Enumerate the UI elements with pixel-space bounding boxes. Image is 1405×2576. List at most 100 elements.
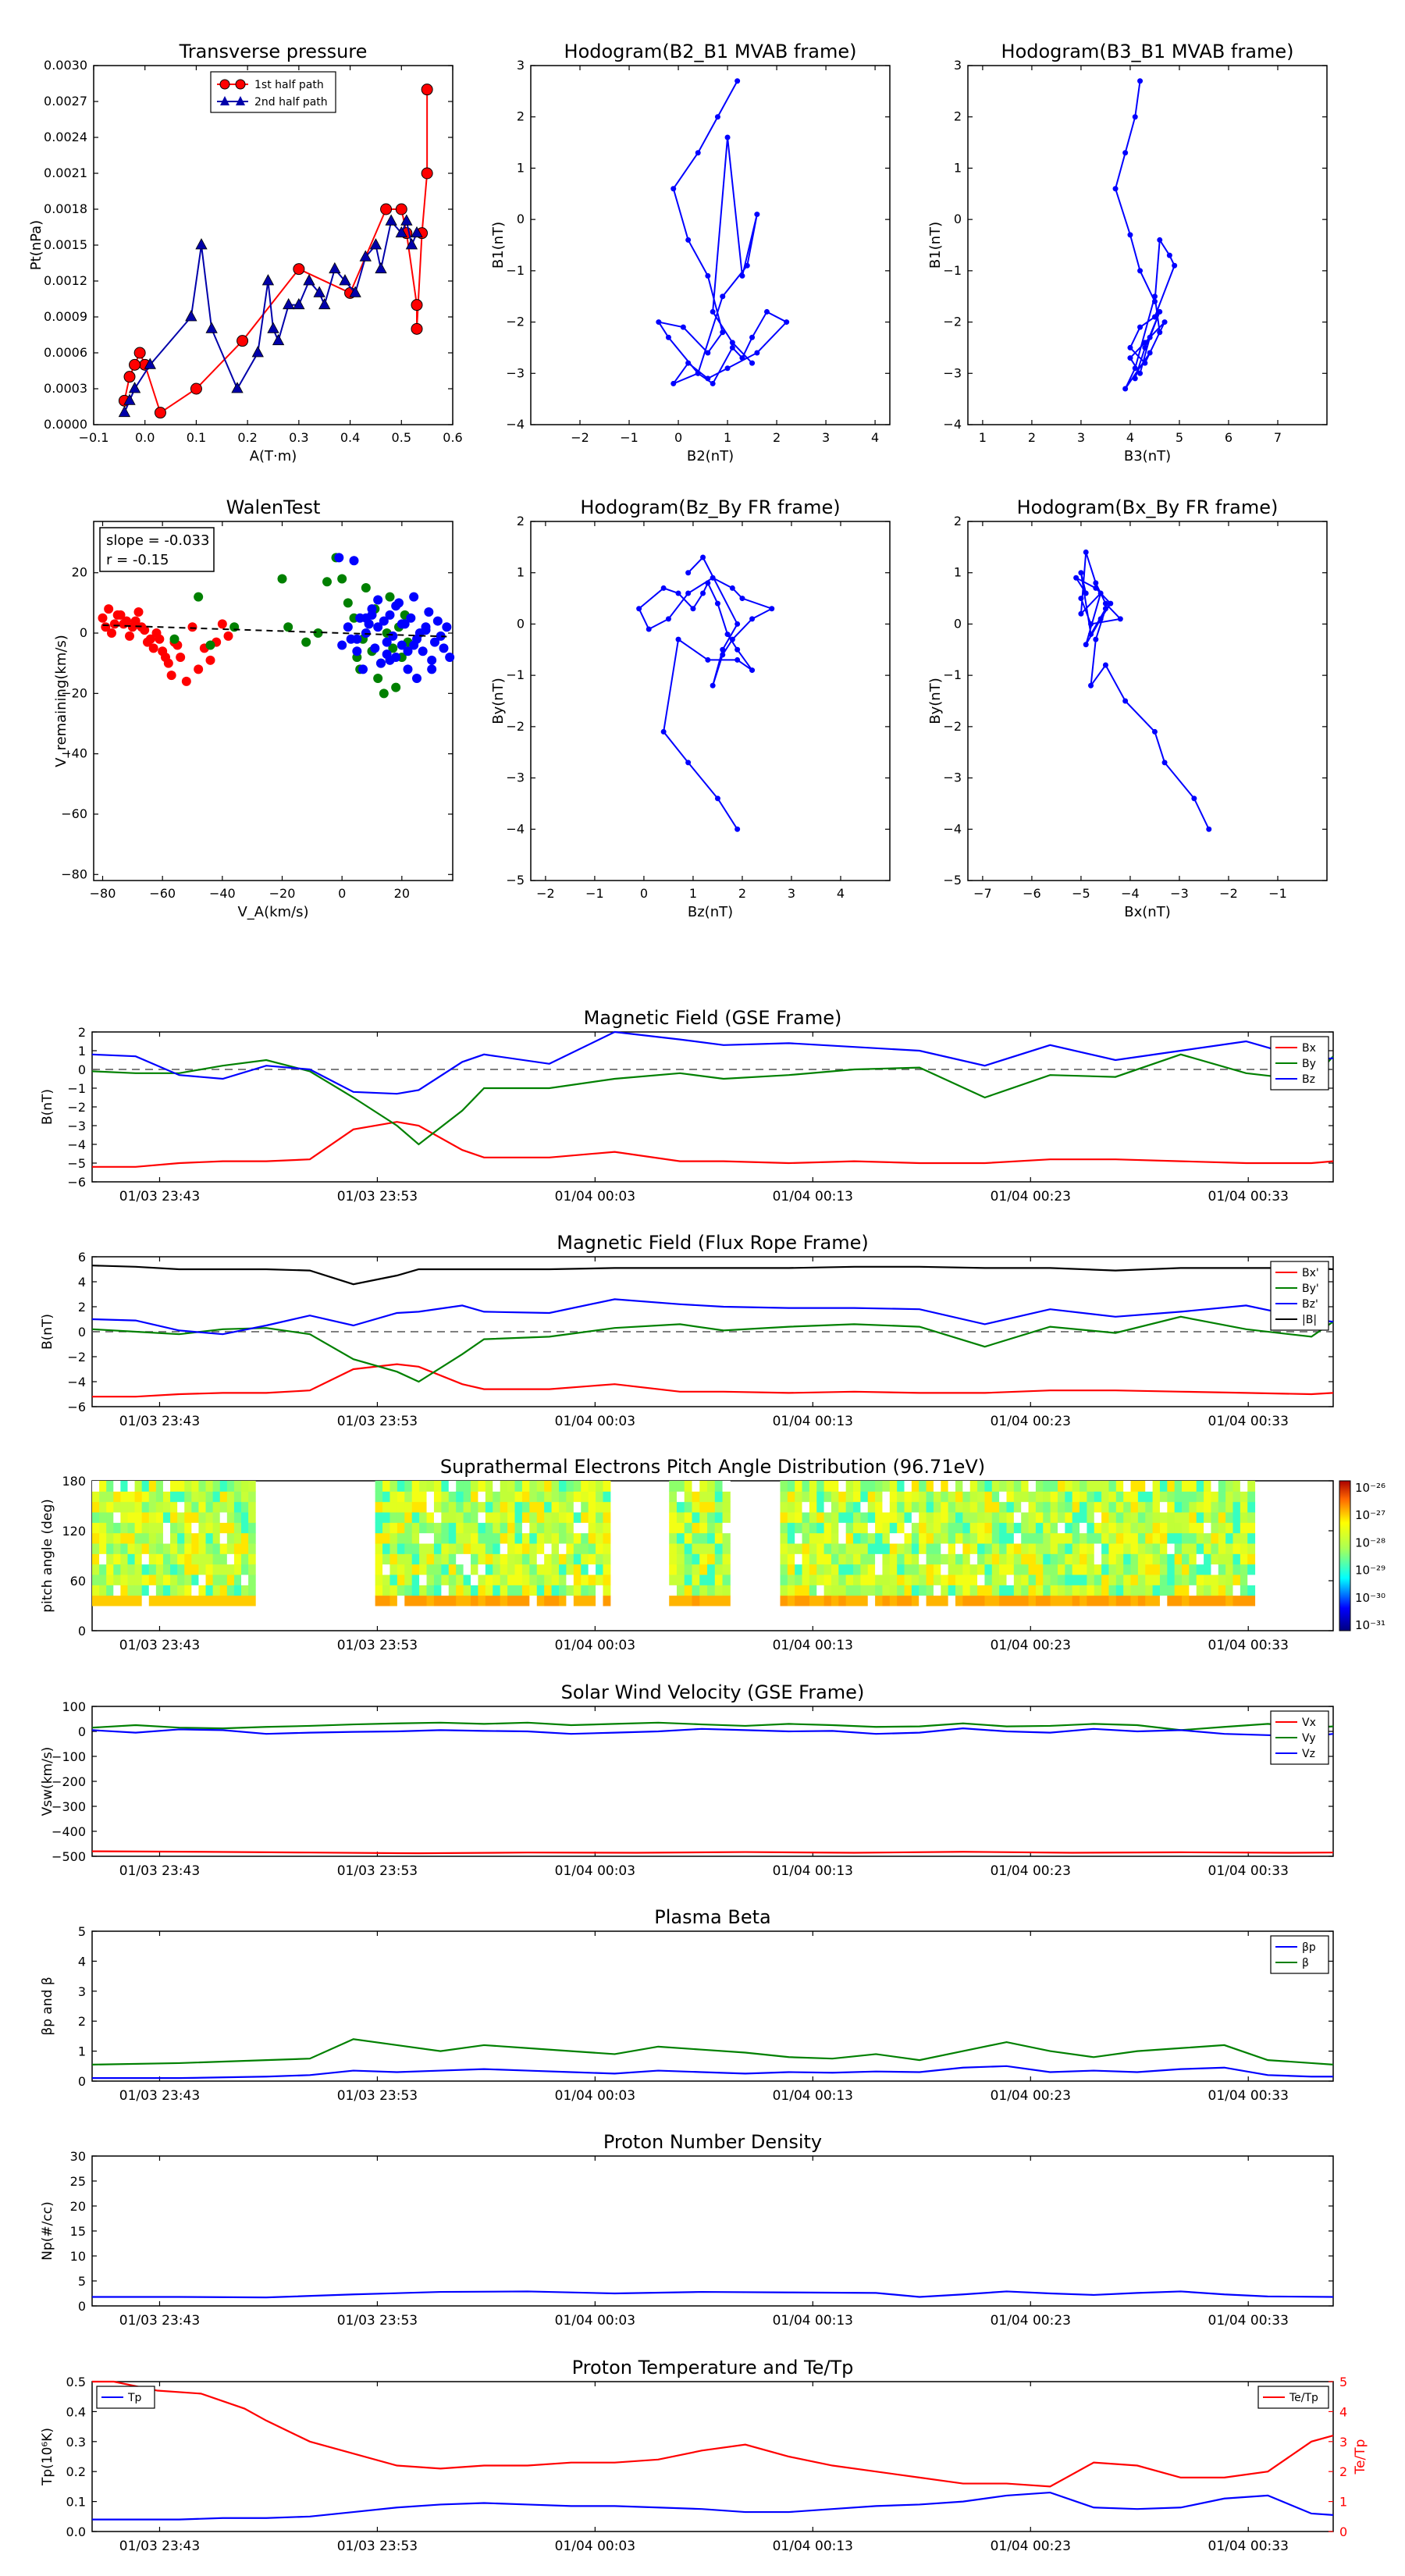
heatmap-cell: [795, 1512, 803, 1523]
hodogram-point: [714, 795, 720, 802]
path1-marker: [123, 371, 136, 383]
hodogram-point: [705, 272, 711, 279]
heatmap-cell: [471, 1512, 478, 1523]
heatmap-cell: [676, 1512, 685, 1523]
y-tick-label: 60: [70, 1574, 86, 1589]
hodogram-point: [1137, 324, 1144, 330]
heatmap-cell: [551, 1553, 560, 1565]
heatmap-cell: [471, 1553, 478, 1565]
colorbar: [1339, 1480, 1351, 1631]
heatmap-cell: [1035, 1564, 1044, 1575]
heatmap-cell: [1050, 1543, 1058, 1554]
series-line-0: [92, 2065, 1333, 2080]
heatmap-cell: [106, 1481, 114, 1492]
heatmap-cell: [1218, 1574, 1226, 1585]
heatmap-cell: [1115, 1585, 1124, 1596]
heatmap-cell: [426, 1553, 435, 1565]
heatmap-cell: [426, 1481, 435, 1492]
heatmap-cell: [456, 1512, 464, 1523]
heatmap-cell: [226, 1532, 235, 1544]
heatmap-cell: [198, 1595, 207, 1606]
y-tick-label: −3: [67, 1119, 86, 1133]
heatmap-cell: [170, 1543, 178, 1554]
heatmap-cell: [948, 1595, 956, 1606]
heatmap-cell: [897, 1501, 905, 1513]
path2-marker: [195, 238, 208, 250]
heatmap-cell: [177, 1564, 185, 1575]
heatmap-cell: [205, 1595, 214, 1606]
heatmap-cell: [1130, 1532, 1139, 1544]
heatmap-cell: [558, 1585, 567, 1596]
heatmap-cell: [1123, 1585, 1132, 1596]
heatmap-cell: [471, 1491, 478, 1503]
heatmap-cell: [1174, 1522, 1183, 1534]
heatmap-cell: [1057, 1491, 1065, 1503]
heatmap-cell: [1130, 1585, 1139, 1596]
heatmap-cell: [722, 1512, 731, 1523]
heatmap-cell: [991, 1564, 1000, 1575]
heatmap-cell: [127, 1564, 136, 1575]
hodogram-point: [710, 380, 716, 386]
heatmap-cell: [676, 1585, 685, 1596]
heatmap-cell: [882, 1532, 891, 1544]
heatmap-cell: [1080, 1595, 1087, 1606]
heatmap-cell: [596, 1532, 603, 1544]
heatmap-cell: [1101, 1564, 1109, 1575]
heatmap-cell: [448, 1481, 457, 1492]
heatmap-cell: [926, 1585, 934, 1596]
heatmap-cell: [493, 1532, 501, 1544]
heatmap-cell: [1006, 1522, 1015, 1534]
heatmap-cell: [113, 1522, 121, 1534]
heatmap-cell: [1225, 1522, 1234, 1534]
heatmap-cell: [536, 1481, 545, 1492]
heatmap-cell: [581, 1553, 589, 1565]
heatmap-cell: [676, 1564, 685, 1575]
heatmap-cell: [162, 1491, 171, 1503]
hodogram-point: [754, 350, 760, 356]
y-tick-label: 0: [78, 1624, 86, 1638]
heatmap-cell: [184, 1595, 192, 1606]
heatmap-cell: [1123, 1553, 1132, 1565]
hodogram-point: [744, 262, 750, 269]
heatmap-cell: [1152, 1574, 1161, 1585]
heatmap-cell: [897, 1532, 905, 1544]
y-tick-label: −1: [943, 667, 962, 682]
heatmap-cell: [521, 1595, 530, 1606]
time-tick-label: 01/03 23:43: [119, 2539, 200, 2554]
heatmap-cell: [1232, 1543, 1241, 1554]
heatmap-cell: [544, 1574, 553, 1585]
scatter-point: [385, 655, 395, 665]
heatmap-cell: [1225, 1491, 1234, 1503]
scatter-point: [388, 631, 398, 641]
hodogram-point: [769, 606, 775, 612]
heatmap-cell: [1145, 1522, 1154, 1534]
heatmap-cells: [92, 1481, 1256, 1606]
heatmap-cell: [867, 1532, 876, 1544]
heatmap-cell: [120, 1501, 128, 1513]
heatmap-cell: [127, 1532, 136, 1544]
y-tick-right-label: 1: [1339, 2495, 1347, 2510]
heatmap-cell: [1211, 1481, 1219, 1492]
heatmap-cell: [795, 1553, 803, 1565]
heatmap-cell: [802, 1574, 810, 1585]
heatmap-cell: [962, 1574, 971, 1585]
hodogram-point: [1097, 590, 1104, 596]
colorbar-tick-label: 10⁻²⁸: [1355, 1535, 1385, 1550]
heatmap-cell: [699, 1564, 708, 1575]
heatmap-cell: [1101, 1595, 1109, 1606]
heatmap-cell: [426, 1512, 435, 1523]
heatmap-cell: [478, 1595, 486, 1606]
path2-marker: [123, 393, 136, 405]
heatmap-cell: [106, 1532, 114, 1544]
heatmap-cell: [1137, 1595, 1146, 1606]
heatmap-cell: [787, 1564, 795, 1575]
heatmap-cell: [692, 1543, 700, 1554]
heatmap-cell: [573, 1574, 582, 1585]
scatter-point: [361, 628, 371, 639]
time-tick-label: 01/04 00:33: [1208, 1414, 1289, 1429]
path2-marker: [369, 238, 382, 250]
heatmap-cell: [529, 1522, 538, 1534]
heatmap-cell: [141, 1532, 150, 1544]
heatmap-cell: [1167, 1585, 1176, 1596]
hodogram-point: [735, 646, 741, 653]
